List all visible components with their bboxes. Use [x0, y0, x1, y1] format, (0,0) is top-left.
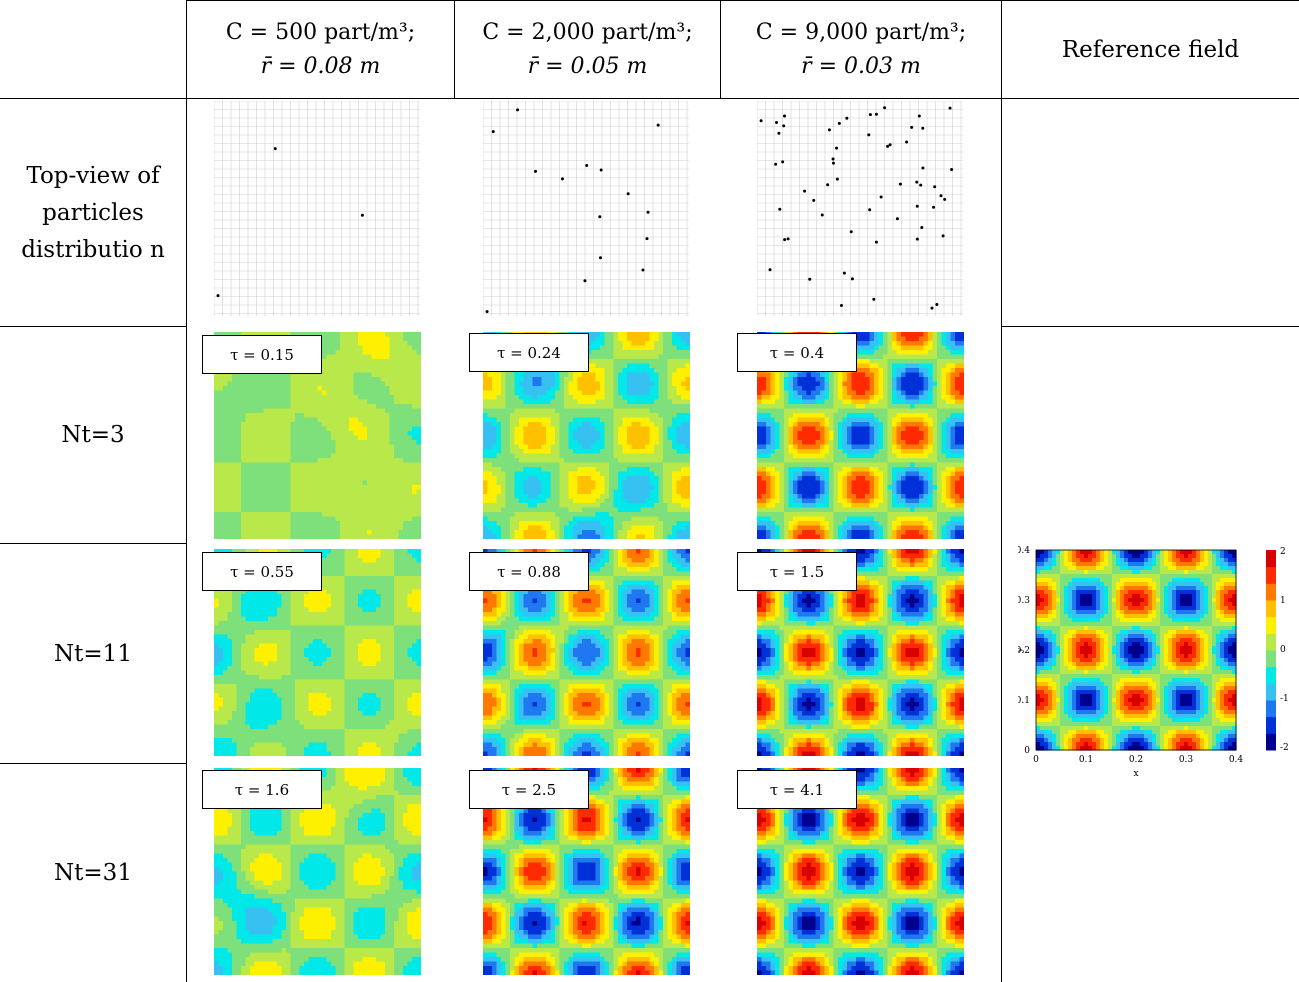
particle-scatter-9000 — [756, 100, 963, 320]
reference-field-plot: 0 0.1 0.2 0.3 0.4 0 0.1 0.2 0.3 0.4 x y … — [1015, 538, 1298, 792]
header-line: r̄ = 0.08 m — [261, 50, 381, 84]
y-tick: 0.1 — [1018, 696, 1030, 706]
x-tick: 0.1 — [1079, 755, 1093, 765]
colorbar-tick: 0 — [1280, 645, 1286, 655]
contour-panel — [483, 332, 690, 539]
grid-line — [454, 0, 455, 98]
row-label-nt11: Nt=11 — [0, 545, 186, 763]
row-label-nt31: Nt=31 — [0, 765, 186, 982]
header-reference-field: Reference field — [1002, 8, 1299, 92]
x-axis-label: x — [1133, 769, 1138, 779]
y-tick: 0.3 — [1018, 596, 1030, 606]
tau-label: τ = 1.5 — [737, 552, 857, 591]
header-line: C = 2,000 part/m³; — [482, 16, 692, 50]
row-label-nt3: Nt=3 — [0, 328, 186, 543]
y-tick: 0.2 — [1018, 646, 1030, 656]
grid-line — [0, 543, 186, 544]
y-tick: 0.4 — [1018, 546, 1030, 556]
grid-line — [186, 0, 1299, 1]
grid-line — [720, 0, 721, 98]
header-line: C = 500 part/m³; — [226, 16, 415, 50]
grid-line — [1001, 326, 1299, 327]
tau-label: τ = 0.15 — [202, 335, 322, 374]
particle-scatter-2000 — [482, 100, 689, 320]
grid-line — [1001, 0, 1002, 982]
grid-line — [186, 0, 187, 982]
tau-label: τ = 0.88 — [469, 552, 589, 591]
y-tick: 0 — [1024, 746, 1030, 756]
colorbar-tick: -2 — [1280, 743, 1289, 753]
grid-line — [0, 763, 186, 764]
x-tick: 0.4 — [1229, 755, 1244, 765]
header-col-500: C = 500 part/m³; r̄ = 0.08 m — [187, 8, 454, 92]
y-axis-label: y — [1018, 647, 1025, 654]
tau-label: τ = 2.5 — [469, 770, 589, 809]
header-line: C = 9,000 part/m³; — [756, 16, 966, 50]
tau-label: τ = 4.1 — [737, 770, 857, 809]
header-col-2000: C = 2,000 part/m³; r̄ = 0.05 m — [455, 8, 720, 92]
header-col-9000: C = 9,000 part/m³; r̄ = 0.03 m — [721, 8, 1001, 92]
grid-line — [0, 326, 186, 327]
tau-label: τ = 0.55 — [202, 552, 322, 591]
x-tick: 0.3 — [1179, 755, 1194, 765]
row-label-top-view: Top-view of particles distributio n — [0, 100, 186, 326]
tau-label: τ = 0.4 — [737, 333, 857, 372]
colorbar-tick: -1 — [1280, 694, 1289, 704]
x-tick: 0.2 — [1129, 755, 1143, 765]
grid-line — [0, 98, 1299, 99]
x-tick: 0 — [1033, 755, 1039, 765]
colorbar-tick: 1 — [1280, 596, 1286, 606]
tau-label: τ = 0.24 — [469, 333, 589, 372]
particle-scatter-500 — [213, 100, 420, 320]
tau-label: τ = 1.6 — [202, 770, 322, 809]
header-line: r̄ = 0.05 m — [528, 50, 648, 84]
colorbar-tick: 2 — [1280, 547, 1286, 557]
header-line: r̄ = 0.03 m — [801, 50, 921, 84]
